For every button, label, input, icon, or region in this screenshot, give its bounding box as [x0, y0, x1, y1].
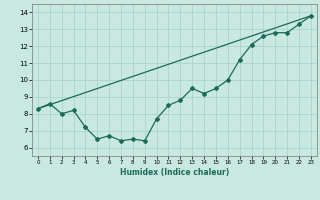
X-axis label: Humidex (Indice chaleur): Humidex (Indice chaleur): [120, 168, 229, 177]
